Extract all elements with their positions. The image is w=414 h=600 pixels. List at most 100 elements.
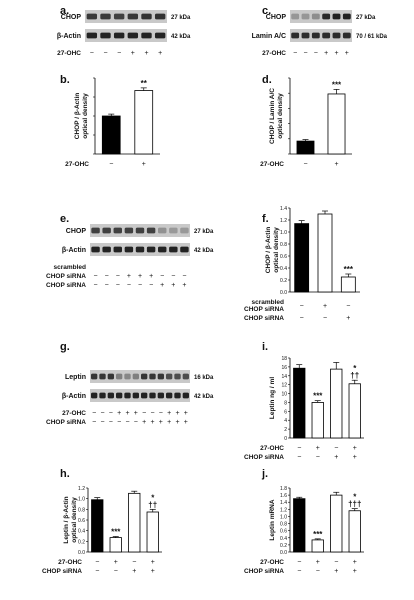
y-tick-label: 2 [284, 427, 287, 433]
blot-band [102, 246, 111, 253]
blot-band [146, 246, 156, 253]
blot-band [342, 32, 351, 39]
y-tick-label: 0.8 [280, 242, 287, 248]
factor-label: CHOP siRNA [244, 306, 284, 313]
panel-d: d. CHOP / Lamin A/C optical density *** 27-O… [260, 74, 352, 168]
treatment-sign: − [159, 410, 163, 417]
y-axis-label: CHOP / β-Actin [265, 227, 272, 273]
treatment-sign: + [167, 410, 171, 417]
treatment-label: 27-OHC [57, 50, 81, 57]
blot-band [141, 32, 152, 39]
factor-sign: + [346, 315, 350, 322]
panel-letter: d. [262, 74, 272, 86]
y-axis-label: optical density [277, 93, 284, 139]
blot-band [180, 246, 189, 253]
factor-sign: − [114, 568, 118, 575]
blot-band [141, 373, 148, 380]
blot-label: β-Actin [62, 247, 86, 254]
treatment-sign: − [150, 410, 154, 417]
significance-label: ** [141, 79, 148, 88]
treatment-sign: − [127, 282, 131, 289]
y-axis-label: Leptin ng / ml [269, 377, 276, 419]
factor-sign: + [334, 568, 338, 575]
blot-label: CHOP [66, 228, 87, 235]
bar [128, 492, 141, 553]
y-tick-label: 0.6 [280, 254, 287, 260]
factor-sign: − [303, 161, 307, 168]
blot-band [113, 246, 122, 253]
blot-band [332, 13, 341, 20]
y-tick-label: 0.0 [78, 550, 85, 556]
blot-band [332, 32, 341, 39]
y-tick-label: 8 [284, 400, 287, 406]
treatment-sign: − [117, 50, 121, 57]
blot-band [301, 13, 310, 20]
blot-strip [290, 29, 352, 42]
factor-sign: − [334, 445, 338, 452]
blot-band [141, 13, 152, 20]
bar [109, 537, 122, 553]
blot-band [149, 392, 156, 399]
blot-band [113, 227, 122, 234]
bar [348, 383, 361, 439]
treatment-sign: − [138, 282, 142, 289]
blot-band [157, 373, 164, 380]
blot-band [91, 227, 100, 234]
blot-band [291, 32, 300, 39]
treatment-sign: + [160, 282, 164, 289]
treatment-label: CHOP siRNA [46, 419, 86, 426]
factor-label: 27-OHC [260, 559, 284, 566]
significance-label: * [353, 364, 357, 373]
treatment-label: CHOP siRNA [46, 282, 86, 289]
treatment-sign: − [92, 419, 96, 426]
treatment-sign: + [159, 419, 163, 426]
blot-band [311, 32, 320, 39]
treatment-sign: + [184, 419, 188, 426]
blot-band [113, 32, 125, 39]
blot-band [169, 246, 178, 253]
y-tick-label: 0.6 [78, 518, 85, 524]
significance-label: †† [350, 371, 359, 380]
factor-sign: − [316, 454, 320, 461]
y-tick-label: 1.2 [280, 218, 287, 224]
blot-label: β-Actin [57, 33, 81, 40]
y-tick-label: 10 [281, 392, 287, 398]
y-tick-label: 0.4 [280, 266, 287, 272]
treatment-sign: + [334, 50, 338, 57]
treatment-sign: + [138, 273, 142, 280]
treatment-sign: − [92, 410, 96, 417]
blot-band [86, 13, 98, 20]
panel-letter: b. [60, 74, 70, 86]
blot-band [135, 227, 145, 234]
y-tick-label: 1.0 [280, 230, 287, 236]
blot-band [154, 13, 166, 20]
significance-label: ††† [348, 500, 361, 509]
blot-band [99, 373, 106, 380]
panel-letter: j. [261, 468, 268, 480]
y-tick-label: 0.4 [78, 529, 85, 535]
factor-sign: + [353, 568, 357, 575]
treatment-sign: + [345, 50, 349, 57]
treatment-sign: − [100, 419, 104, 426]
factor-sign: + [316, 559, 320, 566]
bar [340, 276, 356, 293]
blot-label: Lamin A/C [252, 33, 286, 40]
factor-sign: − [132, 559, 136, 566]
factor-sign: − [316, 568, 320, 575]
treatment-sign: − [109, 410, 113, 417]
blot-size-label: 42 kDa [171, 34, 191, 40]
blot-strip [85, 29, 167, 42]
y-axis-label: optical density [273, 227, 280, 273]
blot-band [91, 392, 98, 399]
factor-sign: − [109, 161, 113, 168]
blot-strip [90, 389, 190, 402]
factor-sign: + [353, 454, 357, 461]
factor-label: CHOP siRNA [244, 315, 284, 322]
treatment-sign: + [175, 419, 179, 426]
y-tick-label: 4 [284, 418, 287, 424]
y-tick-label: 0.0 [280, 290, 287, 296]
treatment-sign: − [94, 282, 98, 289]
treatment-sign: + [324, 50, 328, 57]
